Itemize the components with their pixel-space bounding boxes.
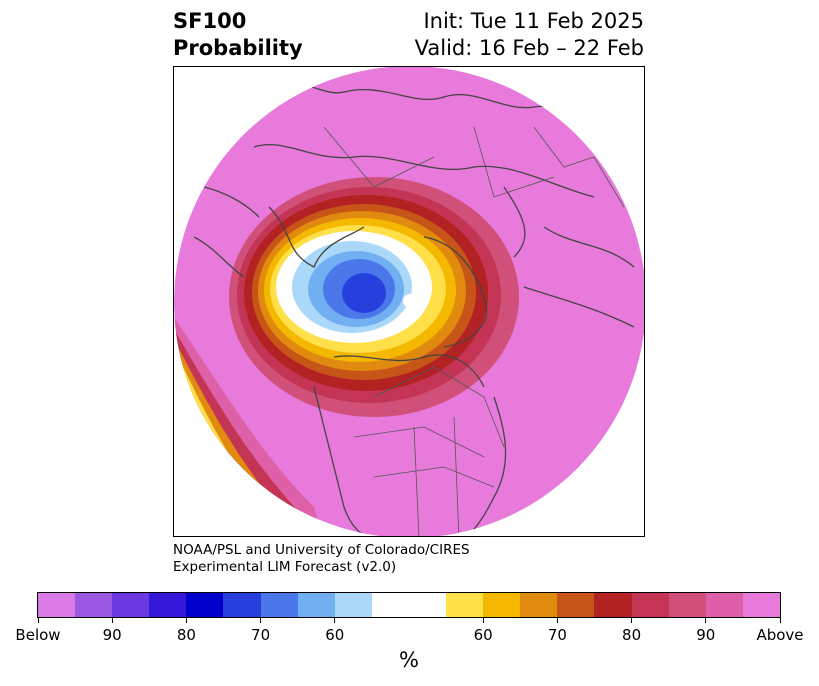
colorbar-segment <box>75 593 113 617</box>
colorbar-segment <box>334 593 372 617</box>
colorbar-tick-label: 60 <box>473 626 493 644</box>
colorbar-segment <box>631 593 669 617</box>
colorbar-segment <box>112 593 150 617</box>
forecast-dates: Init: Tue 11 Feb 2025 Valid: 16 Feb – 22… <box>415 8 644 62</box>
colorbar-tick <box>705 618 707 623</box>
colorbar-tick <box>37 618 39 623</box>
colorbar-segment <box>705 593 743 617</box>
colorbar-segment <box>594 593 632 617</box>
colorbar-tick-label: 90 <box>696 626 716 644</box>
colorbar-tick-label: 70 <box>251 626 271 644</box>
forecast-field <box>174 67 644 536</box>
colorbar-tick-label: 80 <box>622 626 642 644</box>
valid-range: Valid: 16 Feb – 22 Feb <box>414 36 644 60</box>
colorbar-tick-label: 60 <box>325 626 345 644</box>
colorbar-tick <box>779 618 781 623</box>
colorbar-tick <box>111 618 113 623</box>
colorbar-segment <box>38 593 76 617</box>
colorbar-tick <box>631 618 633 623</box>
colorbar-segment <box>446 593 484 617</box>
colorbar <box>37 592 781 618</box>
map-panel <box>173 66 645 537</box>
map-title: SF100 Probability <box>173 8 303 62</box>
colorbar-tick <box>482 618 484 623</box>
colorbar-tick-label: 80 <box>176 626 196 644</box>
coastlines <box>193 83 635 536</box>
product-name: SF100 <box>173 9 247 33</box>
probability-map <box>174 67 644 536</box>
colorbar-tick-label: Below <box>15 626 61 644</box>
colorbar-tick-label: 70 <box>547 626 567 644</box>
colorbar-segment <box>223 593 261 617</box>
core-b80 <box>342 273 386 313</box>
colorbar-tick-label: Above <box>756 626 804 644</box>
colorbar-segment <box>186 593 224 617</box>
credit-line-2: Experimental LIM Forecast (v2.0) <box>173 559 397 575</box>
colorbar-segment <box>297 593 335 617</box>
colorbar-tick <box>556 618 558 623</box>
colorbar-segment <box>260 593 298 617</box>
colorbar-segment <box>483 593 521 617</box>
colorbar-segment <box>520 593 558 617</box>
product-subtitle: Probability <box>173 36 303 60</box>
colorbar-segment <box>668 593 706 617</box>
credit-line-1: NOAA/PSL and University of Colorado/CIRE… <box>173 542 470 558</box>
init-date: Init: Tue 11 Feb 2025 <box>423 9 644 33</box>
borders <box>323 126 625 536</box>
credit-text: NOAA/PSL and University of Colorado/CIRE… <box>173 542 470 576</box>
colorbar-tick <box>260 618 262 623</box>
core-hole <box>403 294 417 308</box>
colorbar-unit: % <box>399 648 419 672</box>
colorbar-segment <box>371 593 447 617</box>
colorbar-segment <box>742 593 780 617</box>
colorbar-segment <box>557 593 595 617</box>
colorbar-segment <box>149 593 187 617</box>
colorbar-tick <box>334 618 336 623</box>
colorbar-tick <box>185 618 187 623</box>
colorbar-tick-label: 90 <box>102 626 122 644</box>
